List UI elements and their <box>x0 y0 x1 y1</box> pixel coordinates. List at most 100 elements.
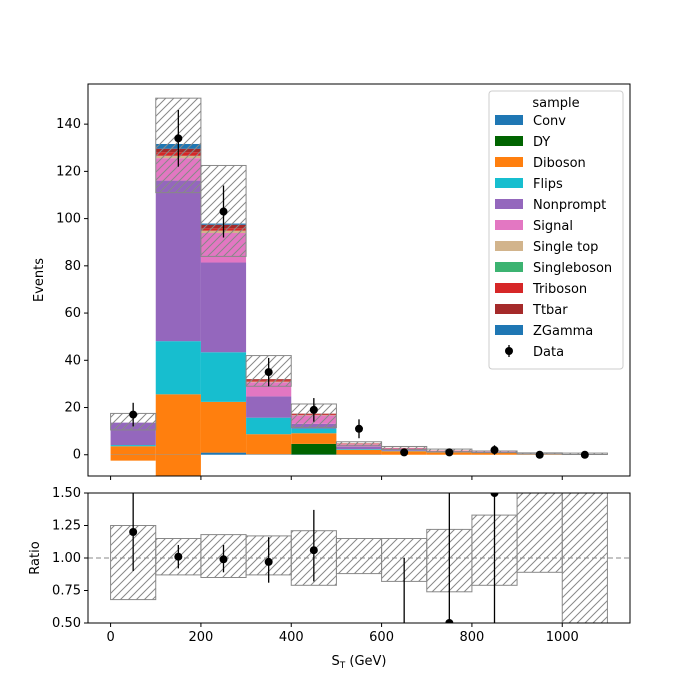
data-point <box>219 207 228 216</box>
data-point <box>174 134 183 143</box>
bar-nonprompt <box>200 262 247 353</box>
bar-flips <box>200 352 247 402</box>
legend-swatch <box>495 304 523 314</box>
y-tick-label: 60 <box>64 306 81 321</box>
y-tick-label: 80 <box>64 259 81 274</box>
data-point <box>309 405 318 414</box>
data-point <box>580 450 589 459</box>
ratio-y-tick-label: 0.75 <box>52 584 81 599</box>
data-point <box>129 410 138 419</box>
ratio-y-ticks: 0.50 0.75 1.00 1.25 1.50 <box>52 486 88 631</box>
legend: sample Conv DY Diboson Flips Nonprompt Signal S… <box>488 90 624 370</box>
legend-label: Conv <box>533 114 566 129</box>
ratio-uncertainty-bin <box>561 493 608 623</box>
bar-diboson <box>110 446 156 455</box>
ratio-point <box>490 493 499 497</box>
legend-label: Nonprompt <box>533 198 606 213</box>
y-tick-label: 40 <box>64 353 81 368</box>
legend-swatch <box>495 157 523 167</box>
legend-label: Signal <box>533 219 573 234</box>
bar-diboson <box>291 433 337 444</box>
x-tick-label: 800 <box>460 630 485 645</box>
ratio-point <box>445 619 454 623</box>
legend-swatch <box>495 262 523 272</box>
uncertainty-band-bin <box>335 441 383 447</box>
main-y-ticks: 0 20 40 60 80 100 120 140 <box>56 117 88 463</box>
x-tick-label: 200 <box>189 630 214 645</box>
bar-diboson <box>336 449 382 455</box>
ratio-uncertainty-bin <box>335 538 383 575</box>
legend-label: Data <box>533 345 564 360</box>
legend-swatch <box>495 136 523 146</box>
y-tick-label: 140 <box>56 117 81 132</box>
data-point <box>400 448 409 457</box>
data-point <box>355 424 363 433</box>
ratio-point <box>129 528 138 536</box>
x-tick-label: 0 <box>106 630 114 645</box>
bar-diboson <box>155 394 201 455</box>
bar-nonprompt <box>155 180 201 342</box>
legend-label: ZGamma <box>533 324 593 339</box>
bar-flips <box>155 341 201 395</box>
bar-dy <box>291 443 337 455</box>
bar-flips <box>246 417 292 435</box>
legend-label: Single top <box>533 240 598 255</box>
ratio-plot-area <box>88 493 630 623</box>
legend-label: Flips <box>533 177 563 192</box>
ratio-x-ticks: 0 200 400 600 800 1000 <box>106 623 579 645</box>
ratio-y-tick-label: 1.25 <box>52 519 81 534</box>
legend-swatch <box>495 325 523 335</box>
bar-flips <box>110 445 156 447</box>
data-point <box>264 368 273 377</box>
y-tick-label: 0 <box>73 448 81 463</box>
legend-title: sample <box>532 96 579 111</box>
legend-label: Triboson <box>532 282 587 297</box>
bar-diboson-negative <box>155 454 201 476</box>
main-y-axis-label: Events <box>32 258 47 302</box>
main-x-ticks <box>110 476 563 480</box>
legend-swatch <box>495 199 523 209</box>
ratio-panel: 0.50 0.75 1.00 1.25 1.50 0 200 400 600 800 1000 R… <box>28 486 631 671</box>
legend-label: DY <box>533 135 550 150</box>
ratio-y-axis-label: Ratio <box>28 541 43 574</box>
ratio-y-tick-label: 0.50 <box>52 616 81 631</box>
bar-diboson-negative <box>110 454 156 461</box>
data-point <box>445 448 454 457</box>
ratio-point <box>309 546 318 555</box>
x-tick-label: 400 <box>279 630 304 645</box>
legend-label: Diboson <box>533 156 586 171</box>
bar-flips <box>336 449 382 450</box>
x-tick-label: 1000 <box>546 630 579 645</box>
legend-swatch <box>495 115 523 125</box>
bar-diboson <box>200 401 247 453</box>
legend-swatch <box>495 220 523 230</box>
ratio-y-tick-label: 1.00 <box>52 551 81 566</box>
ratio-x-axis-label: ST (GeV) <box>331 654 386 671</box>
bar-flips <box>291 428 337 434</box>
legend-label: Singleboson <box>533 261 612 276</box>
data-point <box>490 446 499 455</box>
ratio-point <box>174 552 183 561</box>
legend-label: Ttbar <box>532 303 568 318</box>
ratio-uncertainty-bin <box>516 493 563 573</box>
bar-nonprompt <box>336 446 382 450</box>
data-point <box>535 450 544 459</box>
ratio-point <box>219 555 228 564</box>
x-tick-label: 600 <box>369 630 394 645</box>
ratio-point <box>264 557 273 566</box>
y-tick-label: 20 <box>64 401 81 416</box>
main-axes-frame <box>87 83 631 477</box>
main-plot-area <box>110 97 608 476</box>
y-tick-label: 120 <box>56 164 81 179</box>
bar-nonprompt <box>246 396 292 418</box>
main-panel: 0 20 40 60 80 100 120 140 Events sample Conv DY Di… <box>32 83 631 480</box>
legend-swatch <box>495 178 523 188</box>
bar-diboson <box>246 434 292 455</box>
legend-data-marker <box>505 347 513 355</box>
legend-swatch <box>495 241 523 251</box>
ratio-y-tick-label: 1.50 <box>52 486 81 501</box>
bar-conv <box>200 452 247 455</box>
y-tick-label: 100 <box>56 212 81 227</box>
legend-swatch <box>495 283 523 293</box>
